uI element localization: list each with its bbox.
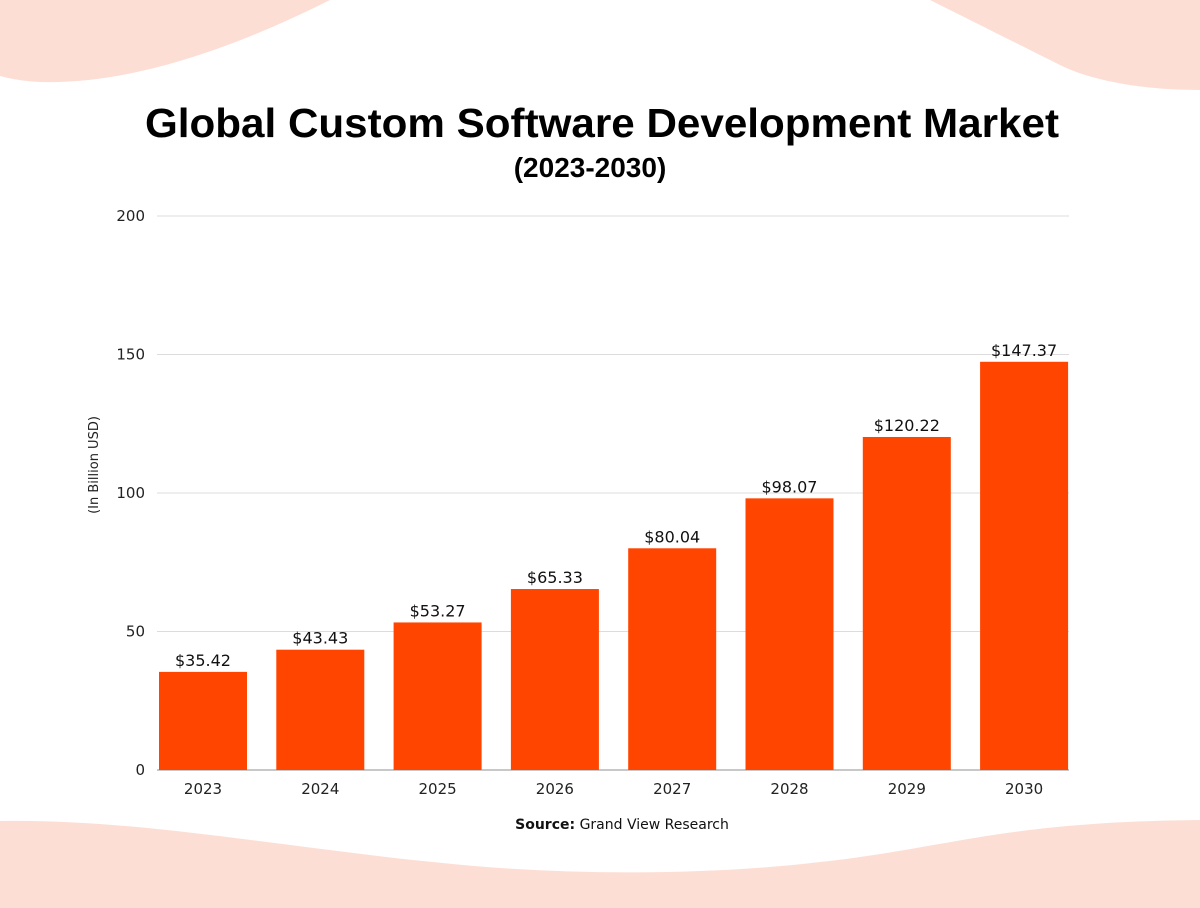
x-tick-label: 2026 — [536, 780, 574, 798]
y-axis-label: (In Billion USD) — [87, 416, 102, 514]
decor-wave-bottom — [0, 820, 1200, 908]
bar-2030 — [980, 361, 1069, 770]
source-label: Source: — [515, 817, 575, 833]
bar-2025 — [393, 622, 482, 770]
bar-2028 — [745, 498, 834, 770]
y-tick-label: 50 — [126, 623, 145, 641]
bar-2023 — [159, 671, 247, 770]
x-tick-label: 2024 — [301, 780, 339, 798]
decor-blob-top-right — [930, 0, 1200, 90]
chart-title: Global Custom Software Development Marke… — [145, 100, 1059, 146]
bar-2024 — [276, 649, 365, 770]
data-label: $43.43 — [292, 629, 348, 648]
data-label: $98.07 — [762, 477, 818, 496]
y-tick-label: 200 — [116, 207, 145, 225]
x-tick-label: 2029 — [888, 780, 926, 798]
bar-2029 — [862, 436, 951, 770]
x-tick-label: 2028 — [770, 780, 808, 798]
data-label: $120.22 — [874, 416, 940, 435]
data-label: $53.27 — [410, 601, 466, 620]
decor-blob-top-left — [0, 0, 330, 83]
y-tick-label: 0 — [135, 761, 145, 779]
x-tick-label: 2023 — [184, 780, 222, 798]
data-label: $147.37 — [991, 341, 1057, 360]
y-tick-label: 150 — [116, 346, 145, 364]
chart-subtitle: (2023-2030) — [514, 152, 667, 183]
bar-2027 — [628, 548, 717, 770]
data-label: $80.04 — [644, 527, 700, 546]
x-tick-label: 2025 — [419, 780, 457, 798]
x-tick-label: 2027 — [653, 780, 691, 798]
data-label: $35.42 — [175, 651, 231, 670]
bar-2026 — [510, 589, 599, 770]
data-label: $65.33 — [527, 568, 583, 587]
source-note: Source: Grand View Research — [515, 817, 729, 833]
x-tick-label: 2030 — [1005, 780, 1043, 798]
y-tick-label: 100 — [116, 484, 145, 502]
source-text: Grand View Research — [580, 817, 729, 833]
